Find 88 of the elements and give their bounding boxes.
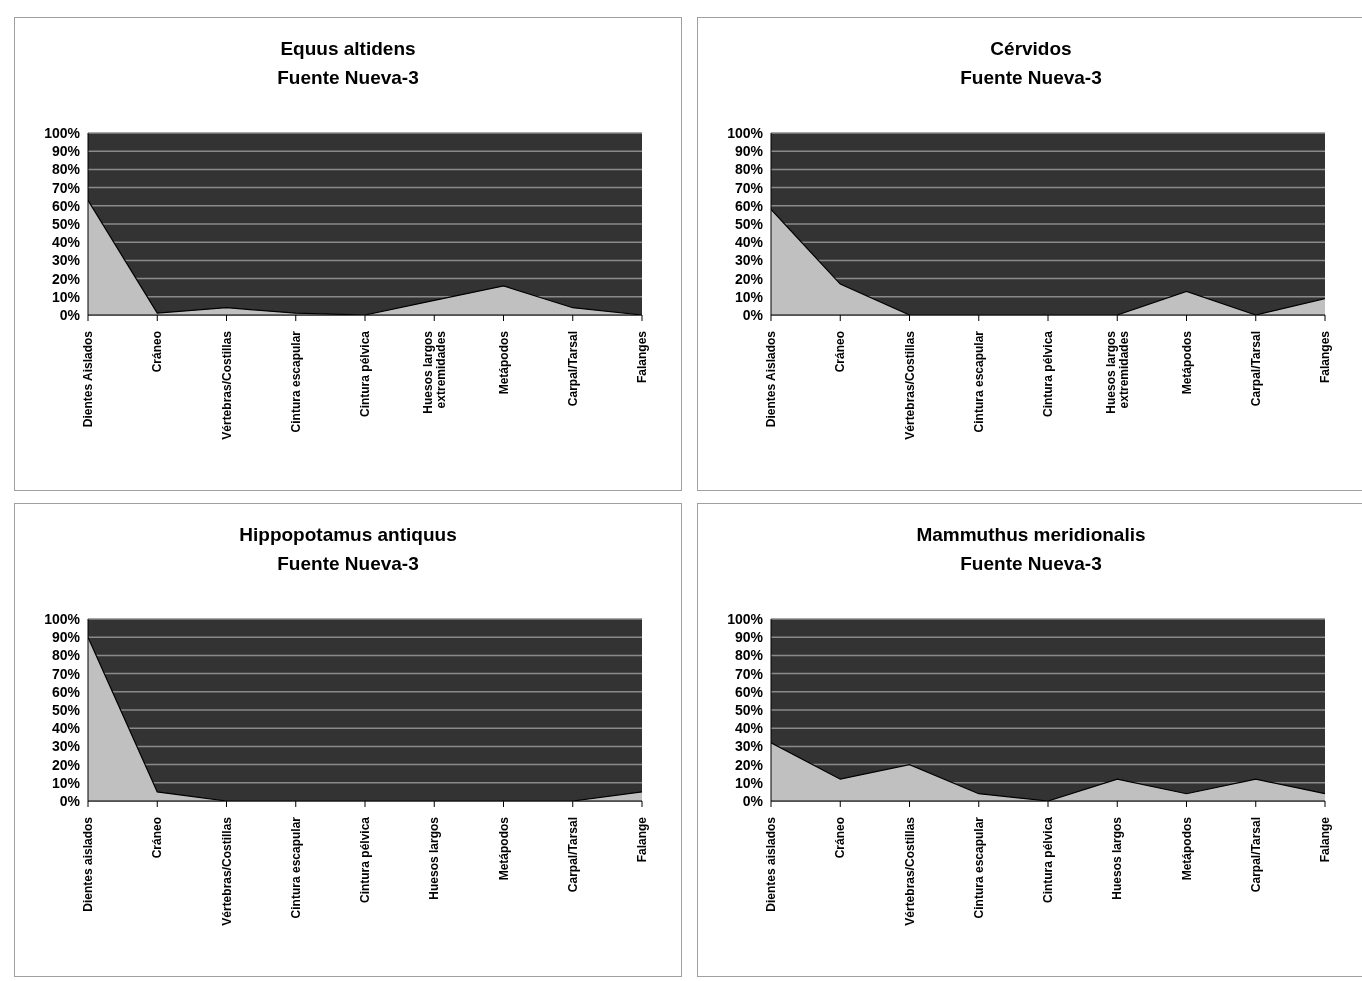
x-tick-label: Falange: [1318, 816, 1332, 863]
y-tick-label: 90%: [51, 143, 81, 160]
y-tick-label: 10%: [51, 288, 81, 305]
chart-title: Equus altidens: [279, 37, 417, 61]
x-tick-label: Metápodos: [1179, 330, 1194, 395]
chart-title: Hippopotamus antiquus: [238, 523, 458, 547]
x-tick-label: Metápodos: [496, 330, 511, 395]
x-tick-label: Huesos largos extremidades: [420, 330, 448, 414]
y-tick-label: 80%: [51, 161, 81, 178]
x-tick-label: Carpal/Tarsal: [1248, 817, 1263, 893]
x-tick-label: Vértebras/Costillas: [902, 330, 917, 440]
y-tick-label: 60%: [51, 197, 81, 214]
y-tick-label: 20%: [51, 756, 81, 773]
y-tick-label: 0%: [59, 792, 81, 809]
y-tick-label: 50%: [51, 215, 81, 232]
x-tick-label: Huesos largos: [1110, 816, 1125, 900]
y-tick-label: 100%: [44, 124, 81, 141]
y-tick-label: 30%: [734, 252, 764, 269]
y-tick-label: 40%: [734, 234, 764, 251]
x-tick-label: Cintura pélvica: [1041, 330, 1055, 418]
y-tick-label: 50%: [734, 215, 764, 232]
x-tick-label: Falange: [635, 816, 649, 863]
y-tick-label: 30%: [734, 738, 764, 755]
y-tick-label: 10%: [734, 288, 764, 305]
y-tick-label: 60%: [51, 683, 81, 700]
x-tick-label: Cintura escapular: [971, 330, 986, 433]
y-tick-label: 20%: [734, 756, 764, 773]
x-tick-label: Cintura escapular: [971, 816, 986, 919]
y-tick-label: 100%: [727, 610, 764, 627]
y-tick-label: 100%: [727, 124, 764, 141]
x-tick-label: Dientes Aislados: [81, 330, 95, 428]
x-tick-label: Cráneo: [150, 331, 165, 373]
y-tick-label: 70%: [734, 665, 764, 682]
x-tick-label: Carpal/Tarsal: [1248, 331, 1263, 407]
x-tick-label: Metápodos: [1179, 816, 1194, 881]
y-tick-label: 0%: [742, 306, 764, 323]
y-tick-label: 20%: [734, 270, 764, 287]
x-tick-label: Vértebras/Costillas: [219, 330, 234, 440]
y-tick-label: 70%: [51, 179, 81, 196]
chart-title: Mammuthus meridionalis: [915, 523, 1147, 547]
x-tick-label: Vértebras/Costillas: [902, 816, 917, 926]
y-tick-label: 90%: [734, 629, 764, 646]
x-tick-label: Dientes Aislados: [764, 330, 778, 428]
y-tick-label: 0%: [59, 306, 81, 323]
x-tick-label: Cráneo: [150, 817, 165, 859]
x-tick-label: Falanges: [1318, 330, 1332, 384]
y-tick-label: 60%: [734, 197, 764, 214]
y-tick-label: 70%: [734, 179, 764, 196]
y-tick-label: 100%: [44, 610, 81, 627]
y-tick-label: 90%: [734, 143, 764, 160]
x-tick-label: Dientes aislados: [81, 816, 95, 912]
y-tick-label: 70%: [51, 665, 81, 682]
x-tick-label: Cintura escapular: [288, 330, 303, 433]
y-tick-label: 80%: [734, 647, 764, 664]
x-tick-label: Vértebras/Costillas: [219, 816, 234, 926]
chart-subtitle: Fuente Nueva-3: [276, 66, 420, 90]
chart-title: Cérvidos: [989, 37, 1073, 61]
x-tick-label: Cráneo: [833, 331, 848, 373]
y-tick-label: 50%: [51, 701, 81, 718]
x-tick-label: Cintura pélvica: [358, 816, 372, 904]
y-tick-label: 30%: [51, 738, 81, 755]
y-tick-label: 80%: [51, 647, 81, 664]
x-tick-label: Metápodos: [496, 816, 511, 881]
x-tick-label: Cintura pélvica: [1041, 816, 1055, 904]
y-tick-label: 30%: [51, 252, 81, 269]
y-tick-label: 40%: [734, 720, 764, 737]
y-tick-label: 10%: [734, 774, 764, 791]
y-tick-label: 10%: [51, 774, 81, 791]
chart-subtitle: Fuente Nueva-3: [276, 552, 420, 576]
y-tick-label: 60%: [734, 683, 764, 700]
y-tick-label: 20%: [51, 270, 81, 287]
x-tick-label: Falanges: [635, 330, 649, 384]
x-tick-label: Carpal/Tarsal: [565, 331, 580, 407]
x-tick-label: Huesos largos extremidades: [1103, 330, 1131, 414]
x-tick-label: Huesos largos: [427, 816, 442, 900]
y-tick-label: 40%: [51, 720, 81, 737]
y-tick-label: 80%: [734, 161, 764, 178]
x-tick-label: Cintura pélvica: [358, 330, 372, 418]
x-tick-label: Cintura escapular: [288, 816, 303, 919]
y-tick-label: 50%: [734, 701, 764, 718]
x-tick-label: Dientes aislados: [764, 816, 778, 912]
chart-subtitle: Fuente Nueva-3: [959, 66, 1103, 90]
x-tick-label: Cráneo: [833, 817, 848, 859]
chart-subtitle: Fuente Nueva-3: [959, 552, 1103, 576]
y-tick-label: 40%: [51, 234, 81, 251]
y-tick-label: 90%: [51, 629, 81, 646]
x-tick-label: Carpal/Tarsal: [565, 817, 580, 893]
y-tick-label: 0%: [742, 792, 764, 809]
